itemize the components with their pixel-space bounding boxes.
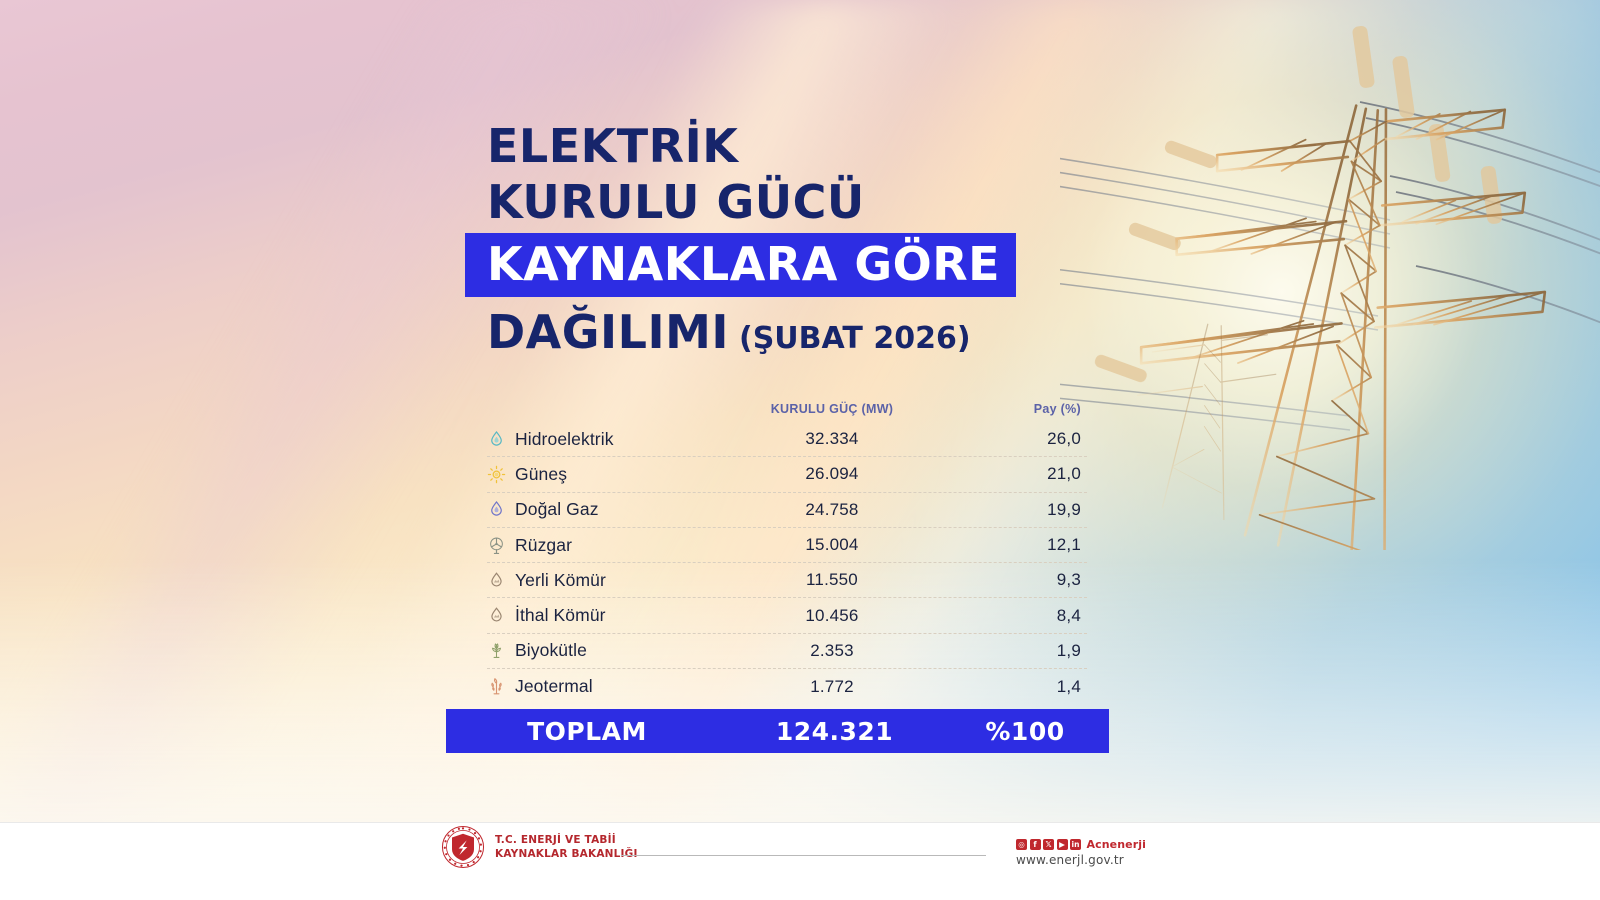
ministry-name: T.C. ENERJİ VE TABİİ KAYNAKLAR BAKANLIĞI (495, 833, 638, 861)
energy-sources-table: KURULU GÜÇ (MW) Pay (%) Hidroelektrik 32… (487, 396, 1087, 704)
gas-flame-drop-icon (487, 500, 506, 519)
row-source-cell: Yerli Kömür (487, 570, 727, 591)
title-line-2: KURULU GÜCÜ (487, 175, 865, 229)
title-period: (ŞUBAT 2026) (738, 321, 971, 356)
sun-icon (487, 465, 506, 484)
ministry-seal-icon (441, 825, 485, 869)
row-source-cell: İthal Kömür (487, 605, 727, 626)
row-share-cell: 8,4 (1056, 605, 1081, 625)
table-row: Doğal Gaz 24.758 19,9 (487, 493, 1087, 528)
row-source-cell: Güneş (487, 464, 727, 485)
row-share-cell: 21,0 (1047, 464, 1081, 484)
instagram-icon[interactable]: ◎ (1016, 839, 1027, 850)
coal-icon (487, 606, 506, 625)
ministry-brand: T.C. ENERJİ VE TABİİ KAYNAKLAR BAKANLIĞI (441, 825, 638, 869)
row-share-cell: 1,9 (1056, 640, 1081, 660)
row-capacity-cell: 2.353 (810, 640, 854, 660)
coal-icon (487, 571, 506, 590)
row-source-label: Güneş (515, 463, 568, 484)
table-row: Jeotermal 1.772 1,4 (487, 669, 1087, 704)
linkedin-icon[interactable]: in (1070, 839, 1081, 850)
total-label: TOPLAM (527, 716, 647, 746)
row-source-cell: Rüzgar (487, 535, 727, 556)
row-source-label: Biyokütle (515, 640, 587, 661)
row-capacity-cell: 11.550 (806, 570, 858, 590)
table-row: Hidroelektrik 32.334 26,0 (487, 422, 1087, 458)
total-capacity: 124.321 (775, 716, 894, 746)
row-capacity-cell: 32.334 (805, 429, 859, 449)
row-share-cell: 1,4 (1056, 676, 1081, 696)
row-source-label: Rüzgar (515, 534, 573, 555)
facebook-icon[interactable]: f (1029, 839, 1041, 850)
row-share-cell: 26,0 (1047, 429, 1081, 449)
row-source-cell: Biyokütle (487, 640, 727, 661)
column-header-share: Pay (%) (1033, 402, 1081, 416)
table-row: Güneş 26.094 21,0 (487, 457, 1087, 493)
footer (0, 823, 1600, 900)
social-handle[interactable]: Acnenerji (1086, 838, 1146, 851)
row-source-cell: Jeotermal (487, 676, 727, 697)
row-share-cell: 12,1 (1047, 535, 1081, 555)
page-title: ELEKTRİK KURULU GÜCÜ KAYNAKLARA GÖRE DAĞ… (465, 118, 1107, 367)
row-source-label: İthal Kömür (515, 605, 606, 626)
row-capacity-cell: 24.758 (805, 499, 859, 519)
row-source-label: Yerli Kömür (515, 569, 606, 590)
row-share-cell: 19,9 (1047, 499, 1081, 519)
biomass-icon (487, 641, 506, 660)
table-row: Biyokütle 2.353 1,9 (487, 634, 1087, 670)
row-capacity-cell: 1.772 (810, 676, 854, 696)
ministry-name-line-1: T.C. ENERJİ VE TABİİ (495, 834, 616, 846)
ministry-name-line-2: KAYNAKLAR BAKANLIĞI (495, 848, 638, 860)
footer-rule (621, 855, 986, 856)
total-share: %100 (985, 716, 1065, 746)
row-capacity-cell: 10.456 (805, 605, 859, 625)
row-source-label: Jeotermal (515, 676, 593, 697)
website-url[interactable]: www.enerjl.gov.tr (1016, 853, 1124, 867)
row-capacity-cell: 15.004 (805, 535, 859, 555)
column-header-capacity: KURULU GÜÇ (MW) (770, 402, 894, 416)
row-source-cell: Hidroelektrik (487, 429, 727, 450)
row-source-label: Hidroelektrik (515, 428, 614, 449)
title-line-4: DAĞILIMI (ŞUBAT 2026) (487, 304, 1107, 367)
table-header-row: KURULU GÜÇ (MW) Pay (%) (487, 396, 1087, 422)
table-row: İthal Kömür 10.456 8,4 (487, 598, 1087, 634)
geothermal-icon (487, 677, 506, 696)
twitter-x-icon[interactable]: 𝕏 (1043, 839, 1054, 850)
row-share-cell: 9,3 (1056, 570, 1081, 590)
wind-turbine-icon (487, 536, 506, 555)
total-row: TOPLAM 124.321 %100 (446, 709, 1109, 753)
row-source-cell: Doğal Gaz (487, 499, 727, 520)
footer-divider (0, 822, 1600, 823)
table-row: Yerli Kömür 11.550 9,3 (487, 563, 1087, 599)
title-line-3-highlighted: KAYNAKLARA GÖRE (465, 233, 1017, 297)
row-source-label: Doğal Gaz (515, 499, 599, 520)
youtube-icon[interactable]: ▶ (1056, 839, 1068, 850)
water-drop-icon (487, 430, 506, 449)
social-links[interactable]: ◎ f 𝕏 ▶ in Acnenerji (1016, 838, 1146, 851)
title-line-1: ELEKTRİK (487, 119, 739, 173)
row-capacity-cell: 26.094 (805, 464, 859, 484)
table-row: Rüzgar 15.004 12,1 (487, 528, 1087, 564)
title-line-4-text: DAĞILIMI (487, 305, 729, 359)
